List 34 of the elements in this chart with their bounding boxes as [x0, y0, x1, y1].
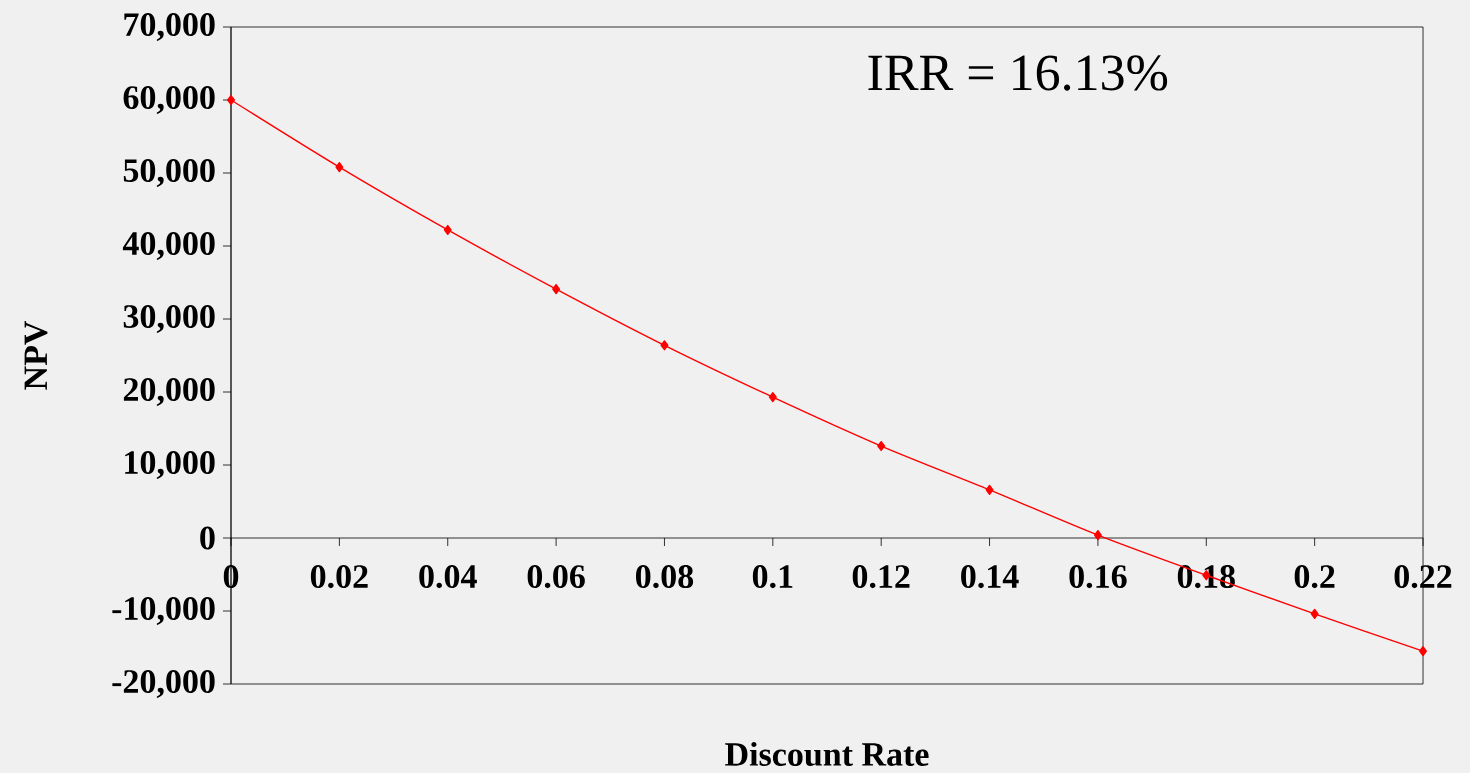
point [660, 340, 669, 351]
x-axis-title: Discount Rate [725, 742, 929, 766]
x-tick-label: 0.06 [527, 565, 585, 589]
y-tick-label: 50,000 [123, 159, 215, 187]
point [552, 283, 561, 295]
point [1310, 608, 1319, 620]
x-tick-label: 0.16 [1069, 565, 1127, 589]
y-tick-label: 60,000 [123, 86, 215, 114]
point [335, 162, 344, 173]
y-tick-label: -20,000 [112, 670, 215, 698]
y-tick-label: 10,000 [125, 451, 215, 479]
x-tick-label: 0.02 [310, 565, 368, 589]
y-tick-label: 20,000 [123, 378, 215, 406]
y-axis-title: NPV [24, 320, 48, 390]
x-tick-label: 0.2 [1294, 565, 1335, 589]
y-tick-label: 40,000 [122, 232, 215, 260]
point [1419, 646, 1428, 657]
x-tick-label: 0.22 [1394, 565, 1452, 589]
x-tick-label: 0.04 [419, 565, 477, 589]
y-tick-label: -10,000 [112, 597, 215, 625]
point [768, 392, 777, 403]
x-tick-label: 0.1 [752, 565, 793, 589]
point [877, 440, 886, 452]
point [227, 94, 236, 106]
x-tick-label: 0.14 [961, 565, 1019, 589]
point [985, 484, 994, 495]
x-tick-label: 0.12 [852, 565, 910, 589]
y-tick-label: 30,000 [123, 305, 215, 333]
annotation: IRR = 16.13% [868, 55, 1168, 91]
y-tick-label: 70,000 [124, 13, 215, 41]
x-tick-label: 0.08 [636, 565, 694, 589]
point [1093, 529, 1102, 541]
point [443, 224, 452, 236]
y-tick-label: 0 [200, 526, 215, 550]
